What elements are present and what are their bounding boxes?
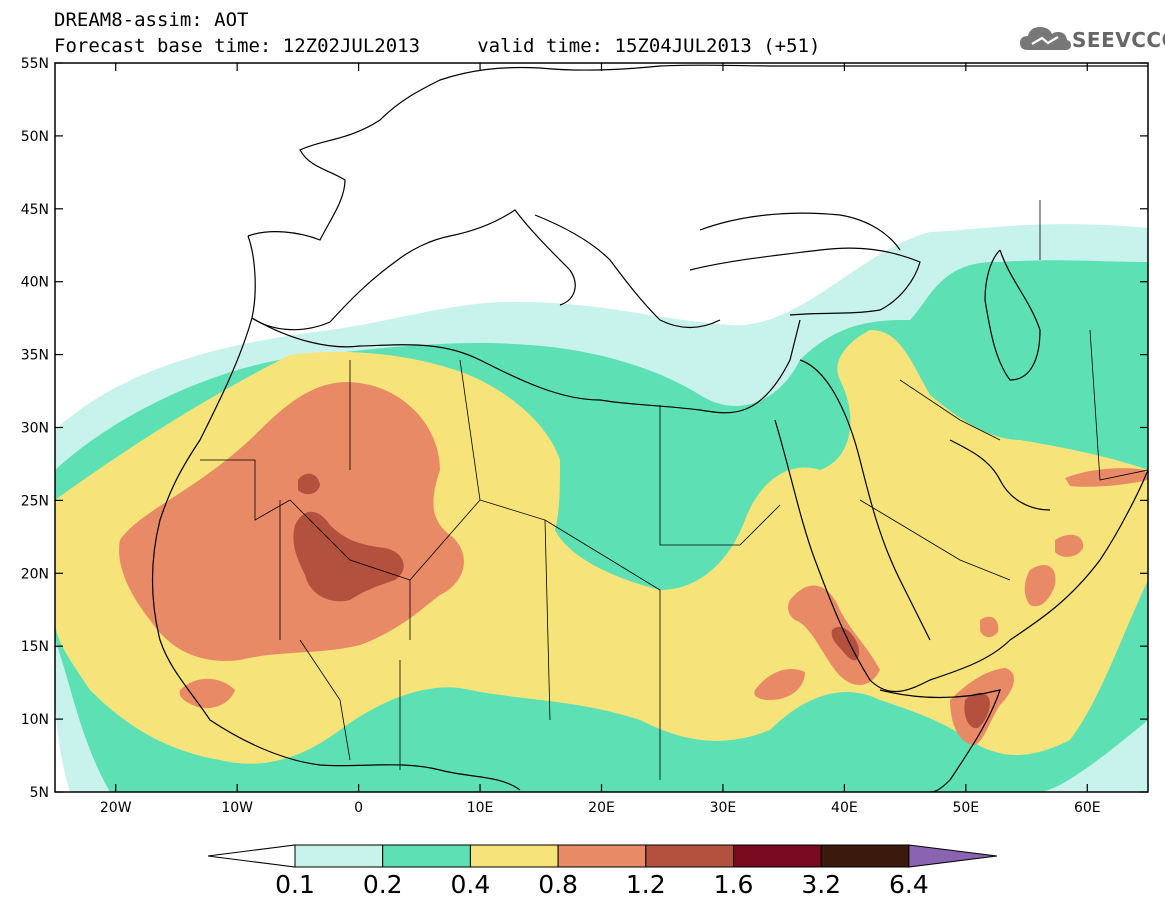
caspian-coast	[984, 249, 1041, 381]
aot-region-0.8-1.2	[754, 669, 805, 700]
lat-tick-label: 45N	[21, 202, 49, 218]
seevccc-logo: SEEVCCC	[1018, 22, 1165, 56]
colorbar-low-arrow	[207, 844, 296, 868]
lat-tick-label: 5N	[30, 785, 49, 801]
italy-coastline	[449, 209, 576, 306]
arabia-coast	[799, 359, 931, 641]
lat-tick-label: 40N	[21, 275, 49, 291]
colorbar-segment	[294, 844, 384, 868]
lon-tick-label: 0	[354, 800, 363, 816]
logo-text: SEEVCCC	[1072, 28, 1165, 52]
colorbar-label: 0.1	[275, 870, 315, 899]
turkey-coastline	[689, 247, 921, 316]
lat-tick-label: 55N	[21, 56, 49, 72]
aot-region-0.8-1.2	[119, 382, 464, 661]
lon-tick-label: 20E	[588, 800, 615, 816]
cloud-icon	[1020, 27, 1071, 50]
aot-region-0.8-1.2	[980, 616, 999, 638]
colorbar-high-arrow	[908, 844, 997, 868]
lon-tick-label: 60E	[1074, 800, 1101, 816]
lon-tick-label: 40E	[831, 800, 858, 816]
colorbar-label: 1.6	[714, 870, 754, 899]
lon-tick-label: 30E	[710, 800, 737, 816]
persian-gulf-coast	[949, 439, 1051, 511]
iberia-coastline	[247, 235, 451, 331]
colorbar-segment	[469, 844, 559, 868]
colorbar-label: 0.2	[363, 870, 403, 899]
colorbar-label: 0.8	[538, 870, 578, 899]
lat-tick-label: 50N	[21, 129, 49, 145]
aot-fields	[55, 224, 1148, 792]
colorbar-segment	[382, 844, 471, 868]
balkans-coastline	[534, 214, 721, 329]
lat-tick-label: 30N	[21, 421, 49, 437]
europe-coastline	[247, 64, 1148, 241]
aot-region-1.2-1.6	[831, 626, 860, 661]
red-sea-coast	[774, 419, 1148, 693]
coastlines-borders	[151, 64, 1148, 792]
longitude-axis: 20W 10W 0 10E 20E 30E 40E 50E 60E	[100, 63, 1101, 816]
lat-tick-label: 25N	[21, 493, 49, 509]
colorbar-segment	[733, 844, 822, 868]
black-sea-coast	[699, 212, 901, 251]
colorbar-segment	[557, 844, 647, 868]
forecast-time-subtitle: Forecast base time: 12Z02JUL2013 valid t…	[54, 35, 821, 57]
aot-region-0.8-1.2	[179, 678, 235, 709]
latitude-axis: 55N 50N 45N 40N 35N 30N 25N 20N 15N 10N 5N	[21, 56, 1148, 801]
lon-tick-label: 50E	[952, 800, 979, 816]
aot-region-0.8-1.2	[1055, 534, 1084, 557]
colorbar-label: 0.4	[451, 870, 491, 899]
colorbar-segment	[645, 844, 734, 868]
map-title: DREAM8-assim: AOT	[54, 9, 249, 31]
lat-tick-label: 15N	[21, 639, 49, 655]
national-borders	[200, 200, 1148, 780]
lon-tick-label: 10W	[221, 800, 253, 816]
lat-tick-label: 10N	[21, 712, 49, 728]
north-africa-coast	[251, 317, 801, 414]
colorbar-segment	[820, 844, 910, 868]
lon-tick-label: 10E	[467, 800, 494, 816]
aot-region-1.2-1.6	[964, 692, 990, 729]
colorbar-label: 3.2	[801, 870, 841, 899]
west-africa-coast	[151, 317, 521, 791]
aot-region-0.8-1.2	[1024, 565, 1056, 607]
lat-tick-label: 35N	[21, 348, 49, 364]
aot-region-0.8-1.2	[1065, 468, 1148, 487]
aot-colorbar: 0.1 0.2 0.4 0.8 1.2 1.6 3.2 6.4	[207, 844, 997, 899]
lat-tick-label: 20N	[21, 566, 49, 582]
aot-region-1.2-1.6	[298, 473, 320, 495]
aot-region-1.2-1.6	[293, 511, 404, 602]
colorbar-label: 6.4	[889, 870, 929, 899]
horn-of-africa-coast	[879, 689, 1001, 792]
colorbar-label: 1.2	[626, 870, 666, 899]
lon-tick-label: 20W	[100, 800, 132, 816]
